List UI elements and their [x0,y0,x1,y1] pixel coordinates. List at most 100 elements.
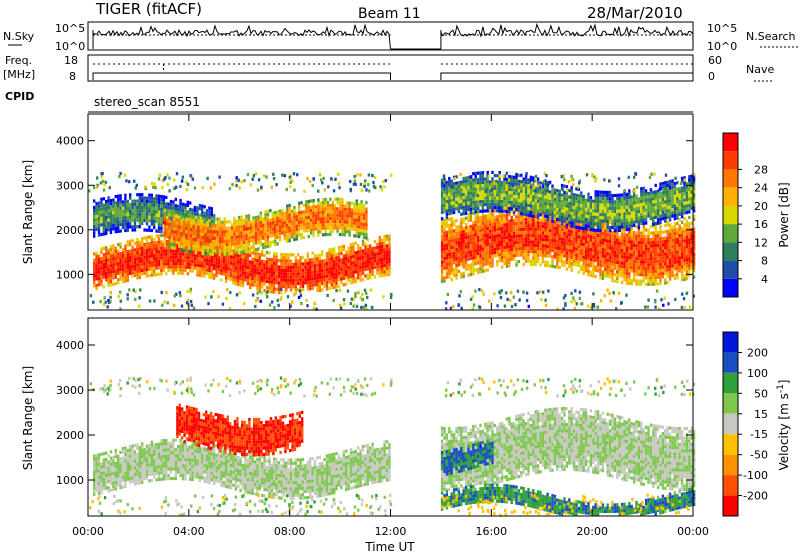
data-cell [299,268,302,273]
data-cell [268,280,271,284]
data-cell [484,246,487,250]
data-cell [616,235,619,239]
data-cell [223,233,226,237]
data-cell [661,262,665,266]
data-cell [102,256,105,260]
data-cell [298,201,301,205]
data-cell [264,216,267,220]
data-cell [117,255,120,259]
data-cell [472,233,475,238]
data-cell [558,227,561,231]
data-cell [517,253,521,257]
data-cell [293,237,296,242]
data-cell [623,274,626,278]
data-cell [594,249,597,253]
data-cell [93,215,96,219]
data-cell [323,268,326,272]
data-cell [201,258,204,262]
data-cell [493,254,497,258]
data-cell [355,218,358,222]
data-cell [529,262,533,266]
data-cell [358,206,361,210]
data-cell [277,259,281,263]
data-cell [577,244,581,249]
data-cell [278,219,282,223]
data-cell [683,274,686,278]
data-cell [455,241,458,245]
data-cell [105,278,108,282]
data-cell [359,256,362,260]
data-cell [630,278,633,283]
data-cell [536,247,540,251]
data-cell [498,180,501,184]
data-cell [534,237,537,241]
data-cell [202,248,205,252]
data-cell [491,190,494,194]
data-cell [199,245,202,249]
data-cell [150,200,153,204]
data-cell [659,227,662,231]
data-cell [235,238,238,242]
data-cell [211,243,214,247]
data-cell [178,225,181,229]
data-cell [462,233,465,237]
data-cell [613,279,617,283]
data-cell [210,276,213,280]
data-cell [269,234,272,238]
data-cell [168,242,171,246]
data-cell [107,274,110,278]
data-cell [102,246,105,250]
data-cell [310,215,313,219]
data-cell [536,227,540,232]
data-cell [673,257,677,261]
data-cell [455,263,458,268]
data-cell [462,236,465,240]
data-cell [126,262,129,266]
data-cell [635,224,638,229]
data-cell [512,241,516,245]
data-cell [126,219,129,223]
data-cell [297,288,300,292]
data-cell [488,216,492,220]
data-cell [124,273,127,277]
data-cell [131,245,134,249]
data-cell [467,212,470,216]
data-cell [167,252,170,256]
data-cell [479,190,482,194]
data-cell [654,244,657,248]
data-cell [503,220,506,224]
data-cell [568,245,571,249]
data-cell [348,217,351,221]
data-cell [109,267,113,271]
data-cell [628,281,631,285]
data-cell [568,255,571,259]
data-cell [527,259,530,263]
data-cell [148,254,151,258]
data-cell [505,258,509,262]
data-cell [671,261,674,265]
data-cell [119,255,122,259]
data-cell [193,205,197,209]
data-cell [479,267,482,271]
data-cell [271,218,274,222]
data-cell [692,217,696,221]
data-cell [486,202,489,207]
data-cell [496,186,499,191]
data-cell [604,245,607,249]
data-cell [228,242,231,246]
data-cell [177,258,180,262]
data-cell [361,252,365,256]
data-cell [319,223,322,227]
data-cell [112,253,115,258]
data-cell [349,252,353,256]
data-cell [109,280,113,284]
data-cell [582,252,585,256]
data-cell [493,190,497,194]
data-cell [93,205,96,209]
data-cell [117,220,120,224]
data-cell [365,210,368,214]
data-cell [165,202,168,206]
data-cell [257,228,260,232]
data-cell [556,246,559,250]
data-cell [484,177,487,181]
